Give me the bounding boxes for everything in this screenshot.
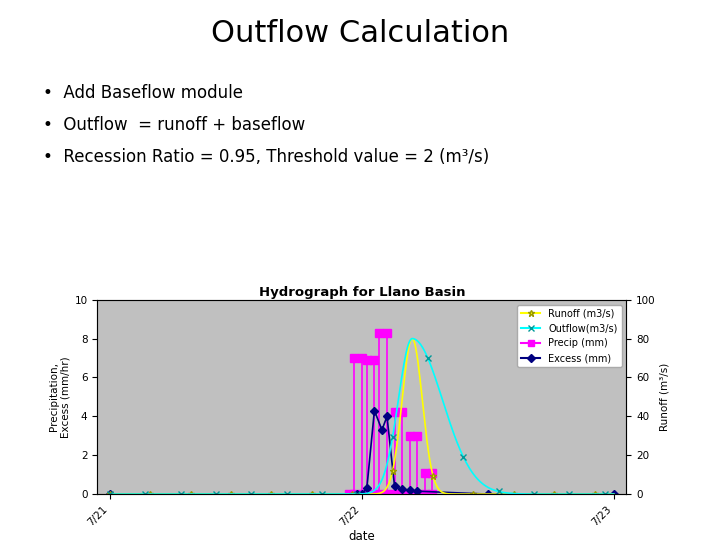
X-axis label: date: date [348, 530, 375, 540]
Text: •  Recession Ratio = 0.95, Threshold value = 2 (m³/s): • Recession Ratio = 0.95, Threshold valu… [43, 148, 490, 166]
Y-axis label: Precipitation,
Excess (mm/hr): Precipitation, Excess (mm/hr) [48, 356, 70, 438]
Text: Outflow Calculation: Outflow Calculation [211, 19, 509, 48]
Title: Hydrograph for Llano Basin: Hydrograph for Llano Basin [258, 286, 465, 299]
Y-axis label: Runoff (m³/s): Runoff (m³/s) [660, 363, 670, 431]
Text: •  Outflow  = runoff + baseflow: • Outflow = runoff + baseflow [43, 116, 305, 134]
Legend: Runoff (m3/s), Outflow(m3/s), Precip (mm), Excess (mm): Runoff (m3/s), Outflow(m3/s), Precip (mm… [517, 305, 621, 367]
Text: •  Add Baseflow module: • Add Baseflow module [43, 84, 243, 102]
